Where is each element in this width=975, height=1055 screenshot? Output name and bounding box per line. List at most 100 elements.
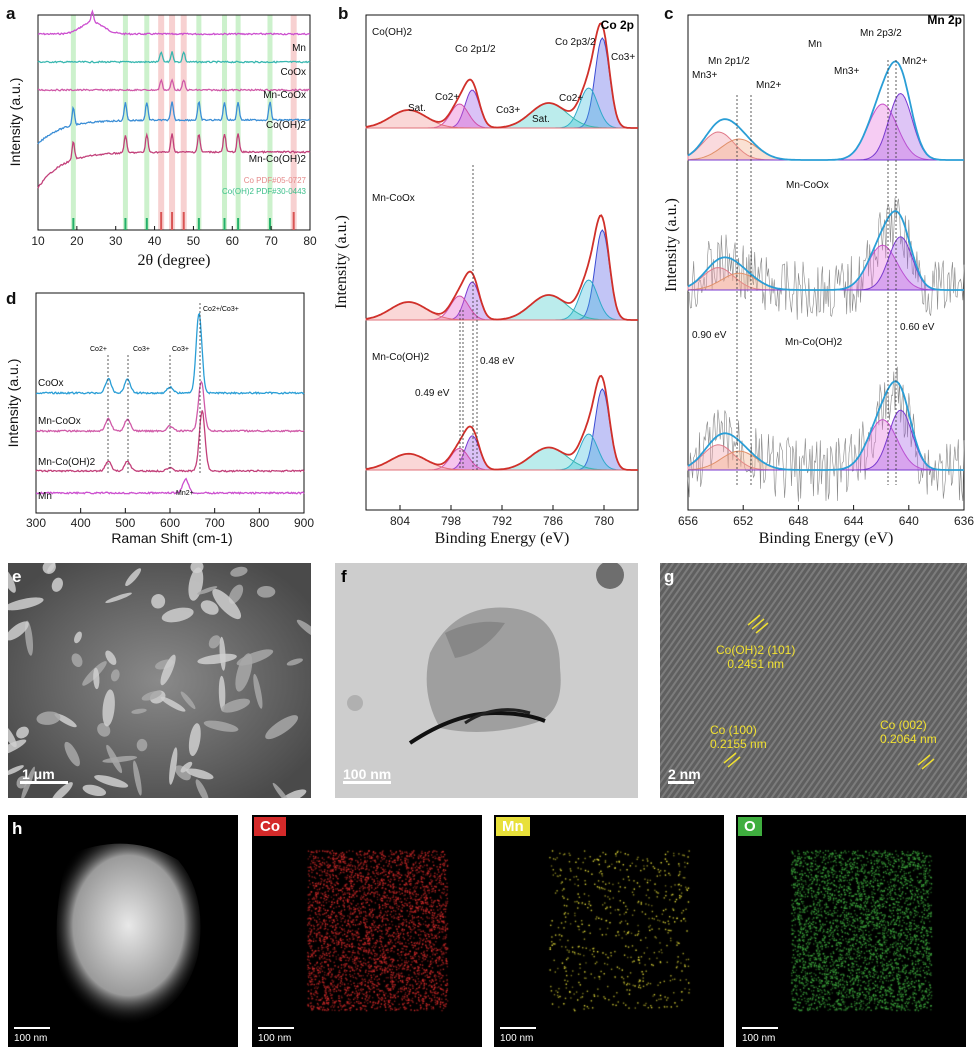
raman-xtick-label: 500 — [115, 516, 135, 530]
co2p-xtick-label: 780 — [594, 514, 614, 528]
raman-xtick-label: 900 — [294, 516, 314, 530]
mn2p-xtick-label: 640 — [899, 514, 919, 528]
eds-map-o: O 100 nm — [736, 815, 966, 1047]
sem-flake — [74, 631, 82, 644]
sem-flake — [8, 724, 17, 748]
mn2p-peak-12: Mn 2p1/2 — [708, 56, 750, 67]
raman-xtick-label: 400 — [71, 516, 91, 530]
sem-flake — [186, 768, 214, 780]
hrtem-annotation-3-title: Co (002) — [880, 718, 927, 732]
xrd-ref-band-co — [180, 15, 187, 230]
sem-flake — [180, 691, 196, 710]
panel-b: b 804 798 792 786 780 Intensity (a.u.) Bindi… — [320, 0, 650, 555]
xrd-xtick-label: 30 — [109, 234, 123, 248]
mn2p-shift-060: 0.60 eV — [900, 322, 935, 333]
sem-flake — [8, 621, 29, 641]
sem-image: e 1 μm — [8, 563, 311, 798]
xrd-xtick-label: 80 — [303, 234, 317, 248]
xrd-ref-band-co — [158, 15, 165, 230]
mn2p-mn2-a: Mn2+ — [756, 80, 781, 91]
sem-flake — [82, 784, 107, 797]
sem-flake — [105, 592, 132, 603]
co2p-peak-32: Co 2p3/2 — [555, 37, 596, 48]
raman-mn2: Mn2+ — [176, 490, 194, 497]
co2p-ylabel: Intensity (a.u.) — [333, 215, 350, 309]
sem-flake — [8, 567, 16, 593]
co2p-envelope — [365, 22, 638, 129]
sem-flake — [160, 654, 176, 686]
co2p-peak-12: Co 2p1/2 — [455, 44, 496, 55]
hrtem-texture — [660, 563, 967, 798]
sem-flake — [125, 568, 142, 587]
sem-flake — [64, 741, 80, 767]
xrd-ref-band-cooh — [70, 15, 76, 230]
xrd-series-line — [37, 100, 311, 145]
mn2p-mn2-b: Mn2+ — [902, 56, 927, 67]
raman-ylabel: Intensity (a.u.) — [5, 359, 21, 448]
xrd-xtick-label: 10 — [31, 234, 45, 248]
hrtem-scale-text: 2 nm — [668, 766, 701, 782]
hrtem-scalebar — [668, 781, 694, 784]
xrd-xtick-label: 60 — [226, 234, 240, 248]
sem-flake — [190, 563, 204, 574]
xrd-ref-band-co — [169, 15, 176, 230]
sem-flake — [8, 597, 44, 611]
eds-mn-canvas — [494, 815, 724, 1047]
raman-co2: Co2+ — [90, 346, 107, 353]
raman-label-coox: CoOx — [38, 378, 64, 389]
sem-flake — [16, 726, 29, 739]
xrd-ref-band-cooh — [144, 15, 150, 230]
raman-series-line — [35, 312, 305, 395]
xrd-ref-band-cooh — [122, 15, 128, 230]
co2p-xlabel: Binding Energy (eV) — [435, 530, 570, 547]
xrd-ref-band-cooh — [196, 15, 202, 230]
xrd-series-line — [37, 78, 311, 92]
sem-flake — [195, 779, 209, 798]
sem-flake — [286, 658, 303, 666]
co2p-corner: Co 2p — [601, 18, 634, 32]
mn2p-envelope — [687, 60, 964, 161]
mn2p-series-3: Mn-Co(OH)2 — [785, 337, 843, 348]
eds-co-tag: Co — [254, 817, 286, 836]
mn2p-xlabel: Binding Energy (eV) — [759, 530, 894, 547]
hrtem-annotation-2-value: 0.2155 nm — [710, 737, 767, 751]
mn2p-ylabel: Intensity (a.u.) — [663, 198, 680, 292]
haadf-image: h 100 nm — [8, 815, 238, 1047]
sem-flake — [102, 689, 115, 727]
haadf-texture — [56, 843, 201, 1026]
co2p-xtick-label: 804 — [390, 514, 410, 528]
mn2p-xtick-label: 652 — [733, 514, 753, 528]
sem-flake — [228, 584, 244, 604]
mn2p-envelope — [687, 210, 964, 291]
sem-flake — [200, 600, 219, 615]
tem-texture — [335, 563, 638, 798]
hrtem-annotation-1-title: Co(OH)2 (101) — [716, 643, 796, 657]
sem-flake — [71, 653, 83, 668]
raman-xtick-label: 300 — [26, 516, 46, 530]
xrd-ref-band-co — [290, 15, 297, 230]
eds-o-scale-text: 100 nm — [742, 1033, 776, 1044]
sem-flake — [280, 789, 307, 798]
eds-co-canvas — [252, 815, 482, 1047]
hrtem-annotation-1: Co(OH)2 (101) 0.2451 nm — [716, 643, 795, 671]
xrd-label-coox: CoOx — [280, 67, 306, 78]
sem-flake — [131, 708, 147, 714]
hrtem-image: g Co(OH)2 (101) 0.2451 nm Co (100) 0.215… — [660, 563, 967, 798]
sem-flake — [42, 563, 56, 574]
sem-flake — [219, 636, 226, 671]
raman-series-line — [35, 477, 305, 496]
co2p-series-2: Mn-CoOx — [372, 193, 415, 204]
eds-o-canvas — [736, 815, 966, 1047]
co2p-xtick-label: 786 — [543, 514, 563, 528]
panel-label-h: h — [12, 819, 23, 838]
tem-scale-text: 100 nm — [343, 766, 392, 782]
xrd-pdf-cooh: Co(OH)2 PDF#30-0443 — [222, 187, 307, 196]
co2p-series-1: Co(OH)2 — [372, 27, 412, 38]
mn2p-chart: 656 652 648 644 640 636 Intensity (a.u.) Bind… — [663, 13, 974, 547]
sem-flake — [161, 607, 194, 623]
xrd-series-line — [37, 132, 311, 189]
raman-series-line — [35, 380, 305, 433]
haadf-scale-text: 100 nm — [14, 1033, 48, 1044]
eds-mn-scale-text: 100 nm — [500, 1033, 534, 1044]
sem-flake — [208, 635, 221, 649]
